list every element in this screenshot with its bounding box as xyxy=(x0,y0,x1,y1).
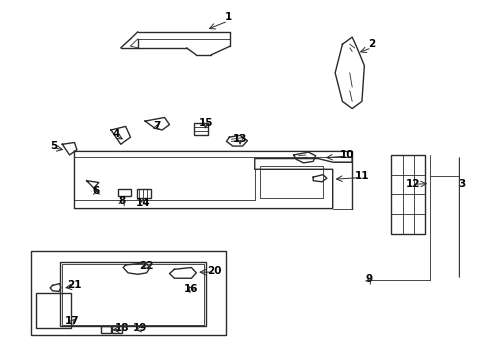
Bar xyxy=(36,293,71,328)
Bar xyxy=(391,155,425,234)
Text: 10: 10 xyxy=(340,150,355,160)
Text: 21: 21 xyxy=(67,280,82,291)
Text: 8: 8 xyxy=(119,197,126,206)
Bar xyxy=(118,189,130,196)
Bar xyxy=(30,251,225,336)
Text: 13: 13 xyxy=(233,134,247,144)
Bar xyxy=(60,262,206,327)
Bar xyxy=(194,123,208,135)
Text: 11: 11 xyxy=(355,171,369,181)
Text: 14: 14 xyxy=(135,198,150,208)
Text: 3: 3 xyxy=(458,179,466,189)
Text: 15: 15 xyxy=(199,118,213,128)
Bar xyxy=(137,189,151,198)
Bar xyxy=(62,264,203,325)
Text: 1: 1 xyxy=(224,13,232,22)
Text: 4: 4 xyxy=(112,129,120,139)
Text: 6: 6 xyxy=(93,186,100,196)
Text: 9: 9 xyxy=(366,274,373,284)
Text: 16: 16 xyxy=(184,284,198,294)
Text: 7: 7 xyxy=(153,121,161,131)
Bar xyxy=(101,327,111,333)
Bar xyxy=(260,166,323,198)
Text: 19: 19 xyxy=(133,323,147,333)
Text: 22: 22 xyxy=(139,261,154,271)
Text: 2: 2 xyxy=(368,39,375,49)
Text: 17: 17 xyxy=(65,316,79,326)
Text: 12: 12 xyxy=(406,179,420,189)
Text: 18: 18 xyxy=(115,323,129,333)
Text: 20: 20 xyxy=(208,266,222,276)
Text: 5: 5 xyxy=(50,141,58,151)
Bar xyxy=(113,327,122,333)
